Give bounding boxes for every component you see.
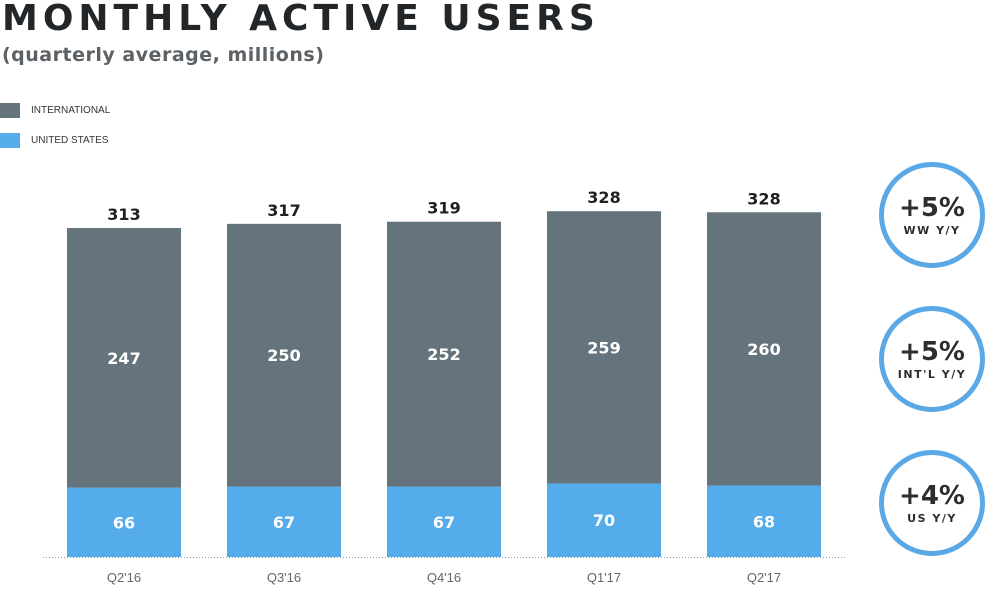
bar-united-states xyxy=(707,485,821,557)
data-label-united-states: 67 xyxy=(433,513,455,532)
data-label-international: 247 xyxy=(107,349,140,368)
data-label-international: 250 xyxy=(267,346,300,365)
chart-subtitle: (quarterly average, millions) xyxy=(2,44,325,66)
callout-intl-value: +5% xyxy=(899,336,965,367)
legend-swatch-united-states xyxy=(0,133,20,148)
bar-international xyxy=(387,221,501,487)
bar-united-states xyxy=(227,486,341,557)
bar-united-states xyxy=(547,483,661,557)
x-tick-label: Q2'17 xyxy=(747,570,781,585)
data-label-united-states: 70 xyxy=(593,511,615,530)
callout-intl-label: INT'L Y/Y xyxy=(897,367,967,381)
legend-label-united-states: UNITED STATES xyxy=(31,135,109,146)
bar-united-states xyxy=(67,487,181,557)
callout-ww: +5% WW Y/Y xyxy=(879,162,985,268)
callout-us-label: US Y/Y xyxy=(907,511,957,525)
data-label-international: 259 xyxy=(587,338,620,357)
total-label: 317 xyxy=(267,201,300,220)
x-tick-label: Q3'16 xyxy=(267,570,301,585)
legend-item-international: INTERNATIONAL xyxy=(0,103,110,118)
data-label-international: 252 xyxy=(427,345,460,364)
total-label: 319 xyxy=(427,199,460,218)
data-label-united-states: 68 xyxy=(753,512,775,531)
callout-us-value: +4% xyxy=(899,480,965,511)
bar-international xyxy=(227,223,341,487)
x-tick-label: Q1'17 xyxy=(587,570,621,585)
bar-international xyxy=(547,211,661,484)
data-label-international: 260 xyxy=(747,340,780,359)
total-label: 313 xyxy=(107,205,140,224)
legend-item-united-states: UNITED STATES xyxy=(0,133,108,148)
data-label-united-states: 66 xyxy=(113,513,135,532)
callout-us: +4% US Y/Y xyxy=(879,450,985,556)
bar-united-states xyxy=(387,486,501,557)
callout-intl: +5% INT'L Y/Y xyxy=(879,306,985,412)
bar-international xyxy=(707,212,821,486)
x-tick-label: Q4'16 xyxy=(427,570,461,585)
total-label: 328 xyxy=(587,188,620,207)
x-tick-label: Q2'16 xyxy=(107,570,141,585)
total-label: 328 xyxy=(747,189,780,208)
callout-ww-label: WW Y/Y xyxy=(903,223,961,237)
data-label-united-states: 67 xyxy=(273,513,295,532)
callout-ww-value: +5% xyxy=(899,192,965,223)
bar-international xyxy=(67,228,181,488)
legend-swatch-international xyxy=(0,103,20,118)
legend-label-international: INTERNATIONAL xyxy=(31,105,111,116)
chart-title: MONTHLY ACTIVE USERS xyxy=(2,0,600,39)
